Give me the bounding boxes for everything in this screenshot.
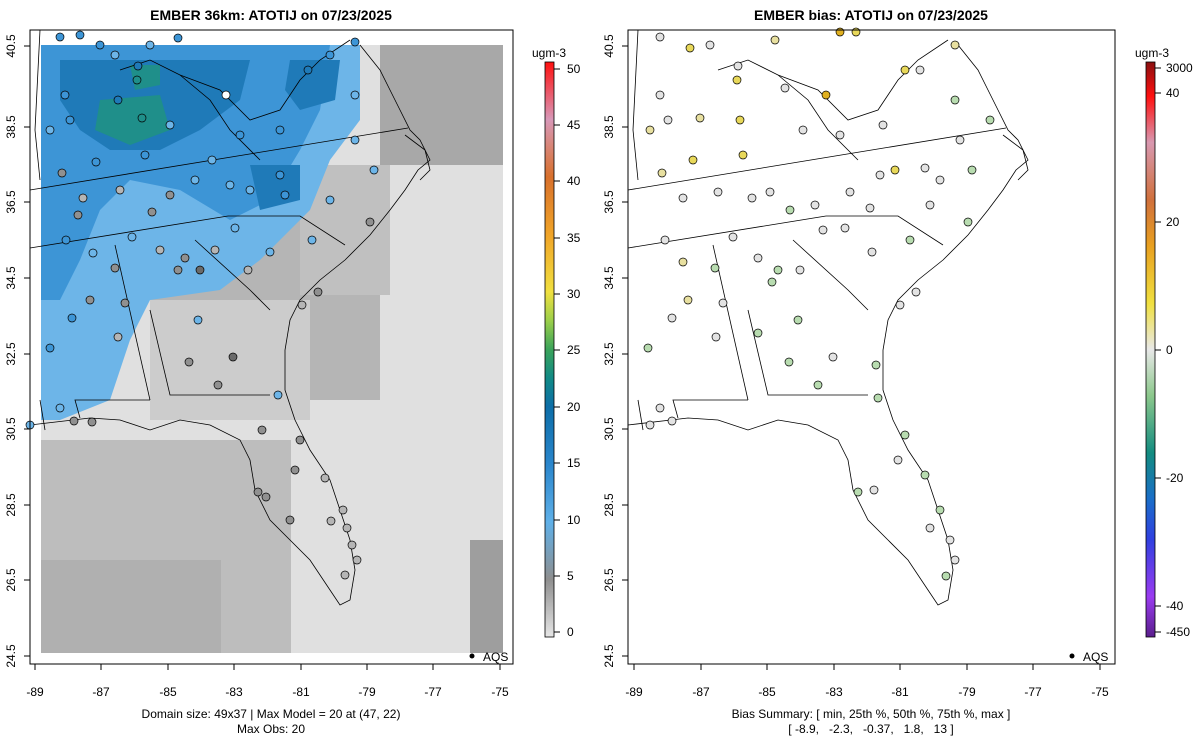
colorbar-tick-label: 45 [567,118,581,132]
x-tick-label: -75 [491,685,509,699]
right-panel-title: EMBER bias: ATOTIJ on 07/23/2025 [754,7,988,23]
right-y-tick-labels: 24.5 26.5 28.5 30.5 32.5 34.5 36.5 38.5 … [602,34,616,668]
y-tick-label: 26.5 [4,568,18,592]
left-panel-title: EMBER 36km: ATOTIJ on 07/23/2025 [150,7,392,23]
right-x-tick-labels: -89 -87 -85 -83 -81 -79 -77 -75 [625,685,1109,699]
right-plot-frame [627,29,1116,665]
bias-station [655,32,665,42]
colorbar-tick-label: 50 [567,62,581,76]
x-tick-label: -85 [758,685,776,699]
x-tick-label: -89 [625,685,643,699]
left-y-tick-labels: 24.5 26.5 28.5 30.5 32.5 34.5 36.5 38.5 … [4,34,18,668]
colorbar-tick-label: 40 [567,174,581,188]
colorbar-tick-label: 5 [567,569,574,583]
left-x-ticks [34,664,501,670]
colorbar-tick-label: 20 [567,400,581,414]
left-y-ticks [24,45,30,657]
state-boundary [29,127,409,191]
y-tick-label: 40.5 [4,34,18,58]
left-map-outlines [29,29,431,606]
right-bias-stations [643,27,995,581]
left-model-field [41,45,503,653]
left-legend-label: AQS [483,650,508,664]
colorbar-tick-label: 0 [1166,343,1173,357]
left-summary-line1: Domain size: 49x37 | Max Model = 20 at (… [142,707,401,721]
left-colorbar [544,61,555,638]
left-plot-frame [29,29,514,665]
colorbar-tick-label: -450 [1166,625,1190,639]
coastline [627,44,1029,606]
right-colorbar-ticks [1155,67,1161,633]
colorbar-tick-label: 40 [1166,86,1180,100]
aqs-legend-marker [469,653,475,659]
colorbar-tick-label: -20 [1166,471,1184,485]
x-tick-label: -87 [92,685,110,699]
x-tick-label: -83 [825,685,843,699]
left-summary-line2: Max Obs: 20 [237,722,305,736]
right-x-ticks [633,664,1101,670]
y-tick-label: 32.5 [4,342,18,366]
aqs-legend-marker [1069,653,1075,659]
right-colorbar [1145,61,1156,638]
colorbar-tick-label: 10 [567,513,581,527]
right-colorbar-tick-labels: 3000 40 20 0 -20 -40 -450 [1166,61,1193,639]
x-tick-label: -77 [1024,685,1042,699]
x-tick-label: -89 [26,685,44,699]
right-legend-label: AQS [1083,650,1108,664]
x-tick-label: -75 [1091,685,1109,699]
left-x-tick-labels: -89 -87 -85 -83 -81 -79 -77 -75 [26,685,509,699]
x-tick-label: -87 [692,685,710,699]
colorbar-tick-label: 25 [567,343,581,357]
y-tick-label: 38.5 [4,115,18,139]
x-tick-label: -79 [958,685,976,699]
left-colorbar-tick-labels: 0 5 10 15 20 25 30 35 40 45 50 [567,62,581,639]
colorbar-tick-label: 30 [567,287,581,301]
y-tick-label: 30.5 [4,417,18,441]
right-map-outlines [627,29,1029,606]
colorbar-tick-label: 35 [567,231,581,245]
colorbar-tick-label: 3000 [1166,61,1193,75]
colorbar-tick-label: 20 [1166,215,1180,229]
y-tick-label: 30.5 [602,417,616,441]
x-tick-label: -79 [358,685,376,699]
y-tick-label: 24.5 [602,644,616,668]
y-tick-label: 26.5 [602,568,616,592]
y-tick-label: 28.5 [4,493,18,517]
colorbar-tick-label: -40 [1166,599,1184,613]
x-tick-label: -85 [159,685,177,699]
left-colorbar-unit: ugm-3 [532,46,566,60]
model-grid-cells-teal [95,95,170,145]
colorbar-tick-label: 15 [567,456,581,470]
y-tick-label: 34.5 [4,266,18,290]
y-tick-label: 36.5 [4,190,18,214]
left-aqs-stations [25,30,379,580]
y-tick-label: 28.5 [602,493,616,517]
y-tick-label: 38.5 [602,115,616,139]
bias-summary-line2: [ -8.9, -2.3, -0.37, 1.8, 13 ] [788,722,953,736]
y-tick-label: 40.5 [602,34,616,58]
aqs-station [55,32,65,42]
y-tick-label: 24.5 [4,644,18,668]
x-tick-label: -83 [225,685,243,699]
y-tick-label: 32.5 [602,342,616,366]
x-tick-label: -77 [424,685,442,699]
bias-summary-line1: Bias Summary: [ min, 25th %, 50th %, 75t… [732,707,1011,721]
y-tick-label: 34.5 [602,266,616,290]
x-tick-label: -81 [292,685,310,699]
right-y-ticks [622,45,628,657]
right-colorbar-unit: ugm-3 [1135,46,1169,60]
colorbar-tick-label: 0 [567,625,574,639]
y-tick-label: 36.5 [602,190,616,214]
x-tick-label: -81 [891,685,909,699]
left-colorbar-ticks [554,68,560,633]
